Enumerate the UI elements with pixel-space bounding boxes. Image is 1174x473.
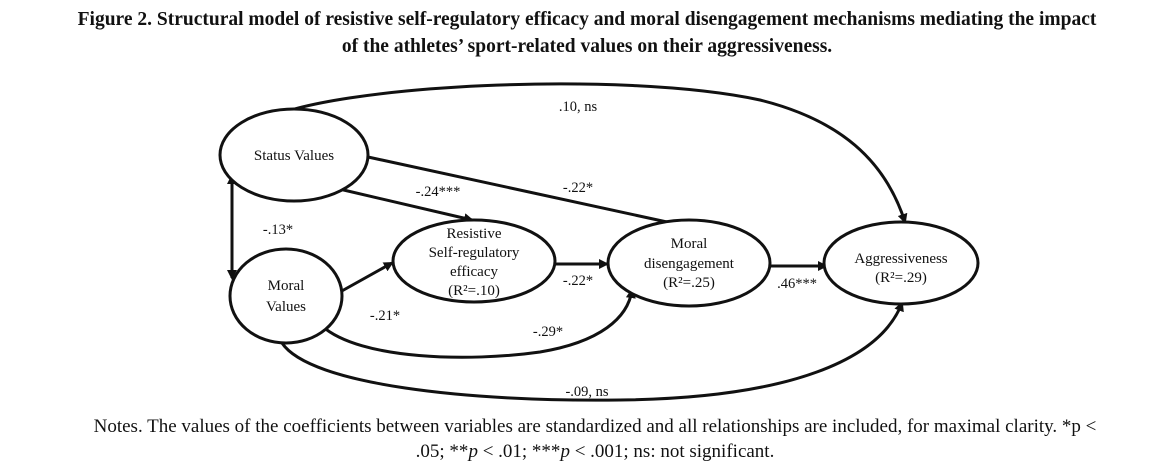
node-aggressiveness-shape <box>822 220 980 306</box>
node-resistive-efficacy: Resistive Self-regulatory efficacy (R²=.… <box>391 218 557 304</box>
coef-status-moral-correlation: -.13* <box>263 222 293 238</box>
path-moral-to-efficacy <box>339 261 394 294</box>
figure-notes: Notes. The values of the coefficients be… <box>30 414 1160 464</box>
coef-efficacy-to-disengagement: -.22* <box>563 273 593 289</box>
node-resistive-efficacy-r2: (R²=.10) <box>448 283 500 299</box>
node-moral-disengagement-label-2: disengagement <box>644 256 735 272</box>
path-moral-to-disengagement <box>321 288 636 359</box>
notes-text-1: .05; ** <box>415 441 469 462</box>
node-moral-values-shape <box>228 247 344 345</box>
node-status-values-shape <box>218 107 370 203</box>
coef-moral-to-efficacy: -.21* <box>370 308 400 324</box>
node-aggressiveness: Aggressiveness (R²=.29) <box>822 220 980 306</box>
node-moral-disengagement-label-1: Moral <box>671 236 708 252</box>
notes-p-italic-2: p <box>560 441 570 462</box>
node-resistive-efficacy-label-1: Resistive <box>447 226 502 242</box>
node-moral-values-label-1: Moral <box>268 278 305 294</box>
coef-moral-to-aggressiveness: -.09, ns <box>565 384 608 400</box>
figure-title-line-2: of the athletes’ sport-related values on… <box>341 36 833 57</box>
figure-title-line-1: Figure 2. Structural model of resistive … <box>77 9 1097 30</box>
figure-title: Figure 2. Structural model of resistive … <box>0 6 1174 60</box>
notes-line-2: .05; **p < .01; ***p < .001; ns: not sig… <box>30 439 1160 464</box>
coef-moral-to-disengagement: -.29* <box>533 324 563 340</box>
notes-line-1: Notes. The values of the coefficients be… <box>93 416 1097 437</box>
path-moral-to-aggressiveness <box>280 301 904 402</box>
node-moral-disengagement-r2: (R²=.25) <box>663 275 715 291</box>
node-resistive-efficacy-label-2: Self-regulatory <box>429 245 520 261</box>
node-status-values-label: Status Values <box>254 148 334 164</box>
path-status-to-disengagement <box>367 155 692 231</box>
notes-text-2: < .01; *** <box>477 441 561 462</box>
coef-disengagement-to-aggressiveness: .46*** <box>777 276 817 292</box>
node-moral-values-label-2: Values <box>266 299 306 315</box>
node-moral-disengagement: Moral disengagement (R²=.25) <box>606 218 772 308</box>
node-aggressiveness-label: Aggressiveness <box>854 251 947 267</box>
coef-status-to-aggressiveness: .10, ns <box>559 99 598 115</box>
node-resistive-efficacy-shape <box>391 218 557 304</box>
path-status-to-aggressiveness <box>264 82 908 224</box>
node-status-values: Status Values <box>218 107 370 203</box>
notes-text-3: < .001; ns: not significant. <box>569 441 775 462</box>
node-aggressiveness-r2: (R²=.29) <box>875 270 927 286</box>
coef-status-to-disengagement: -.22* <box>563 180 593 196</box>
node-resistive-efficacy-label-3: efficacy <box>450 264 499 280</box>
node-moral-disengagement-shape <box>606 218 772 308</box>
path-status-to-efficacy <box>334 186 474 224</box>
coef-status-to-efficacy: -.24*** <box>416 184 461 200</box>
notes-p-italic-1: p <box>468 441 478 462</box>
node-moral-values: Moral Values <box>228 247 344 345</box>
